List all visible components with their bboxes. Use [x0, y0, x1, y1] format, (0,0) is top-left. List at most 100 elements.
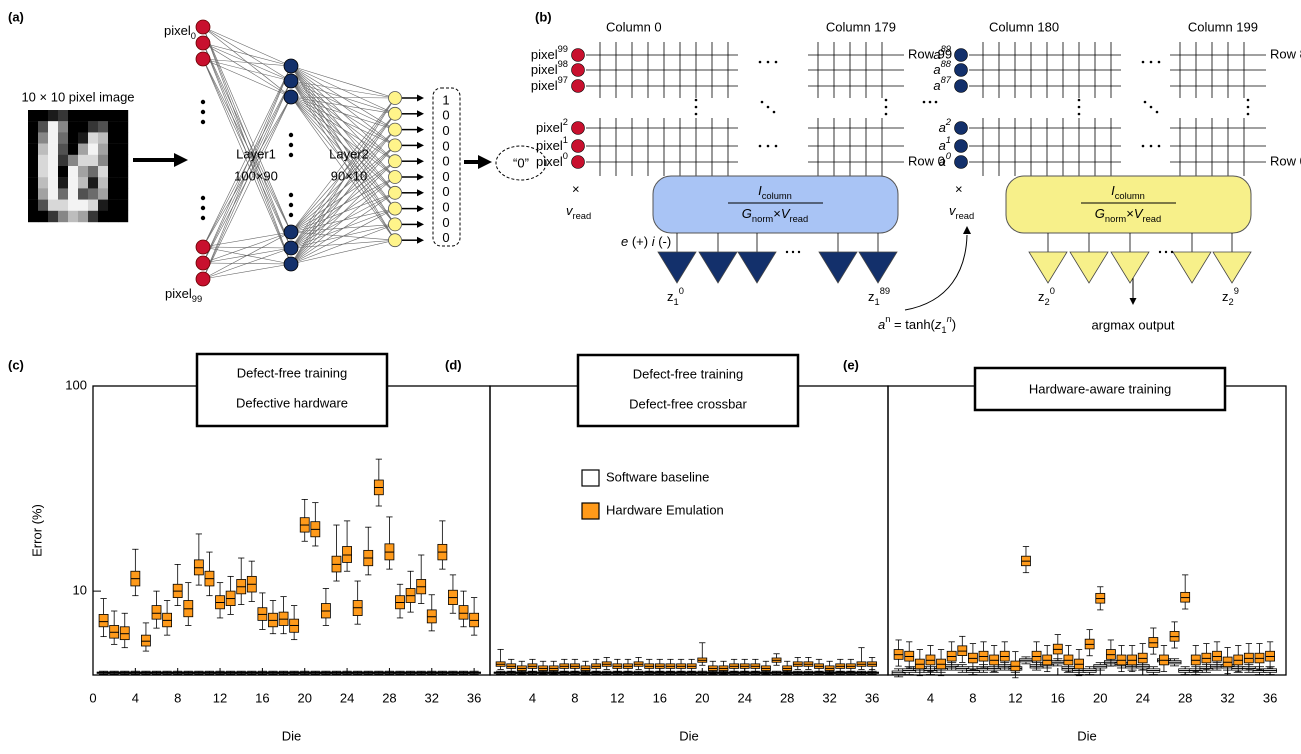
arrow-head: [417, 205, 424, 213]
box-group: [1010, 651, 1021, 679]
image-pixel: [48, 199, 59, 211]
ellipsis-dot: [200, 215, 206, 221]
box-group: [299, 498, 310, 542]
connection: [202, 58, 292, 67]
image-pixel: [118, 177, 129, 189]
image-pixel: [98, 143, 109, 155]
input-neuron: [195, 255, 211, 271]
image-pixel: [118, 166, 129, 178]
image-pixel: [88, 166, 99, 178]
box-group: [1146, 666, 1161, 675]
box-group: [384, 516, 395, 570]
connection: [202, 80, 292, 280]
column-label: Column 180: [989, 19, 1059, 34]
image-pixel: [78, 143, 89, 155]
output-neuron: [388, 217, 402, 232]
title-box: [576, 353, 800, 428]
image-pixel: [88, 110, 99, 122]
x-tick-label: 8: [174, 690, 181, 705]
image-pixel: [48, 121, 59, 133]
ellipsis-dot: [694, 105, 698, 109]
box-group: [193, 533, 204, 586]
image-pixel: [28, 121, 39, 133]
image-pixel: [98, 210, 109, 223]
box-group: [236, 557, 247, 605]
ellipsis-dot: [200, 99, 206, 105]
connection: [290, 208, 396, 265]
neuron-triangle: [1110, 251, 1150, 284]
legend-swatch: [581, 469, 600, 487]
box-group: [803, 657, 814, 670]
output-digit: 1: [442, 92, 449, 107]
connection: [290, 96, 396, 241]
ellipsis-dot: [1149, 60, 1153, 64]
neuron-triangle: [818, 251, 858, 284]
box-group: [426, 594, 437, 632]
label: z10: [667, 286, 684, 307]
label-part: ): [952, 317, 956, 332]
neuron-triangle: [657, 251, 697, 284]
x-tick-label: 8: [969, 690, 976, 705]
arrow-head: [963, 226, 971, 234]
image-pixel: [48, 143, 59, 155]
connection: [290, 96, 396, 146]
box-group: [824, 660, 835, 675]
box-group: [955, 664, 970, 673]
label: z20: [1038, 286, 1055, 307]
image-pixel: [118, 143, 129, 155]
label-part: 2: [1045, 297, 1050, 307]
connection: [202, 263, 292, 280]
box-group: [601, 657, 612, 670]
connection: [290, 160, 396, 265]
connection: [202, 42, 292, 67]
label-part: z: [1038, 289, 1045, 304]
label-part: G: [742, 206, 752, 221]
neuron-triangle: [737, 251, 777, 284]
ellipsis-dot: [200, 109, 206, 115]
hidden-neuron: [283, 89, 299, 105]
x-tick-label: 20: [1093, 690, 1107, 705]
box-group: [1243, 643, 1254, 671]
box-group: [570, 658, 580, 673]
label: a0: [939, 151, 952, 169]
box: [141, 634, 151, 647]
box-group: [516, 660, 527, 675]
plot-frame: [887, 385, 1287, 676]
label-part: 0: [946, 151, 952, 161]
box-group: [141, 622, 151, 652]
x-tick-label: 36: [865, 690, 879, 705]
x-tick-label: 20: [297, 690, 311, 705]
input-neuron: [195, 35, 211, 51]
image-pixel: [28, 188, 39, 200]
connection: [290, 96, 396, 130]
box: [98, 614, 109, 628]
box-group: [1084, 629, 1095, 657]
box-group: [495, 648, 506, 670]
image-pixel: [28, 177, 39, 189]
label-part: read: [573, 211, 592, 221]
hidden-neuron: [283, 58, 299, 74]
ellipsis-dot: [928, 100, 932, 104]
label-part: pixel: [531, 78, 558, 93]
label: pixel0: [164, 23, 196, 41]
connection: [202, 231, 292, 264]
box-group: [1254, 643, 1265, 671]
image-pixel: [58, 210, 69, 223]
box-group: [893, 639, 904, 667]
ellipsis-dot: [1143, 100, 1147, 104]
image-pixel: [28, 166, 39, 178]
input-node: [954, 121, 968, 135]
box-group: [801, 670, 816, 675]
input-neuron: [195, 19, 211, 35]
box-group: [665, 658, 676, 673]
ellipsis-dot: [288, 152, 294, 158]
image-pixel: [78, 110, 89, 122]
label: pixel99: [531, 44, 568, 62]
x-tick-label: 32: [1220, 690, 1234, 705]
box-group: [559, 658, 570, 673]
box-group: [458, 590, 469, 628]
neuron-triangle: [1028, 251, 1068, 284]
ellipsis-dot: [1077, 105, 1081, 109]
label: pixel1: [536, 135, 568, 153]
label-part: 99: [192, 294, 202, 304]
